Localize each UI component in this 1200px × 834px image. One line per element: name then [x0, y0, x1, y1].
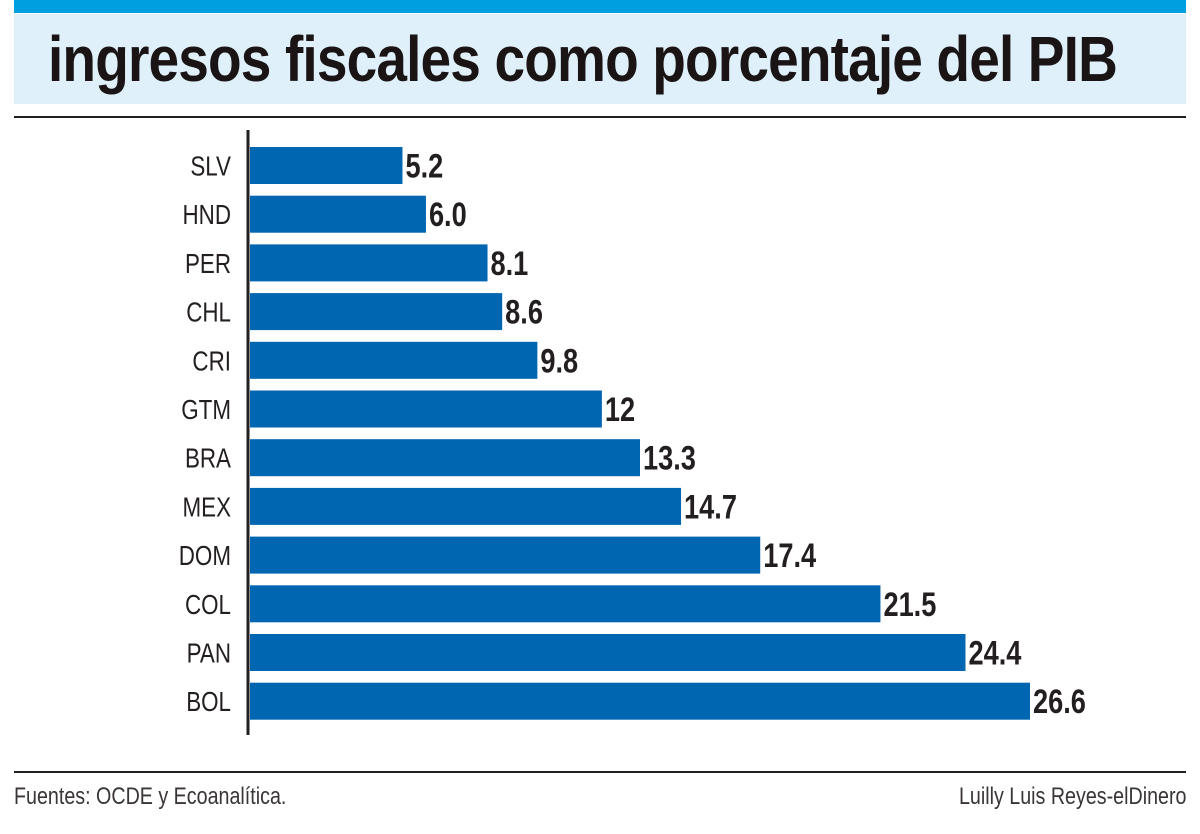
value-label: 6.0 [429, 195, 467, 234]
bar-hnd [250, 195, 426, 233]
category-label: MEX [182, 492, 231, 523]
bar-mex [250, 487, 682, 525]
bar-bra [250, 439, 640, 477]
value-label: 21.5 [883, 585, 936, 624]
value-label: 8.1 [491, 244, 529, 283]
bar-slv [250, 147, 403, 184]
value-label: 9.8 [540, 341, 578, 380]
value-label: 8.6 [505, 293, 543, 332]
bar-dom [250, 536, 761, 574]
category-label: BOL [186, 687, 231, 718]
bar-gtm [250, 390, 602, 428]
category-label: PAN [187, 638, 231, 669]
bars-group: SLV 5.2 HND 6.0 PER 8.1 CHL 8.6 CRI 9.8 GTM 12 BRA 13… [179, 147, 1086, 721]
top-accent-band [14, 0, 1186, 13]
bottom-divider [14, 771, 1186, 773]
source-note: Fuentes: OCDE y Ecoanalítica. [14, 783, 287, 810]
title-band [14, 14, 1186, 104]
value-label: 24.4 [968, 634, 1021, 673]
top-divider [14, 116, 1186, 118]
bar-cri [250, 341, 538, 379]
value-label: 26.6 [1033, 682, 1086, 721]
bar-bol [250, 682, 1030, 720]
chart-title: ingresos fiscales como porcentaje del PI… [48, 23, 1118, 95]
value-label: 14.7 [684, 487, 737, 526]
category-label: GTM [181, 395, 231, 426]
bar-col [250, 585, 881, 623]
category-label: PER [185, 249, 231, 280]
category-label: BRA [185, 443, 231, 474]
category-label: COL [185, 590, 231, 621]
category-label: HND [182, 200, 231, 231]
bar-chl [250, 293, 503, 331]
category-label: CRI [192, 346, 231, 377]
category-label: SLV [190, 151, 231, 182]
category-label: CHL [186, 297, 231, 328]
value-label: 13.3 [643, 439, 696, 478]
credit-note: Luilly Luis Reyes-elDinero [958, 783, 1186, 810]
value-label: 5.2 [405, 147, 443, 186]
bar-per [250, 244, 488, 282]
category-label: DOM [179, 541, 231, 572]
value-label: 12 [605, 390, 635, 429]
bar-pan [250, 634, 966, 671]
value-label: 17.4 [763, 536, 816, 575]
